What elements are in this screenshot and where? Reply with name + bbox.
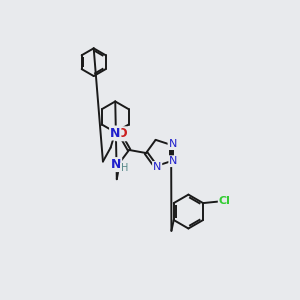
Text: O: O bbox=[116, 127, 127, 140]
Text: N: N bbox=[169, 139, 177, 149]
Text: N: N bbox=[110, 127, 120, 140]
Text: H: H bbox=[121, 164, 128, 173]
Text: Cl: Cl bbox=[219, 196, 231, 206]
Text: N: N bbox=[153, 162, 161, 172]
Text: N: N bbox=[169, 156, 178, 166]
Text: N: N bbox=[111, 158, 121, 171]
